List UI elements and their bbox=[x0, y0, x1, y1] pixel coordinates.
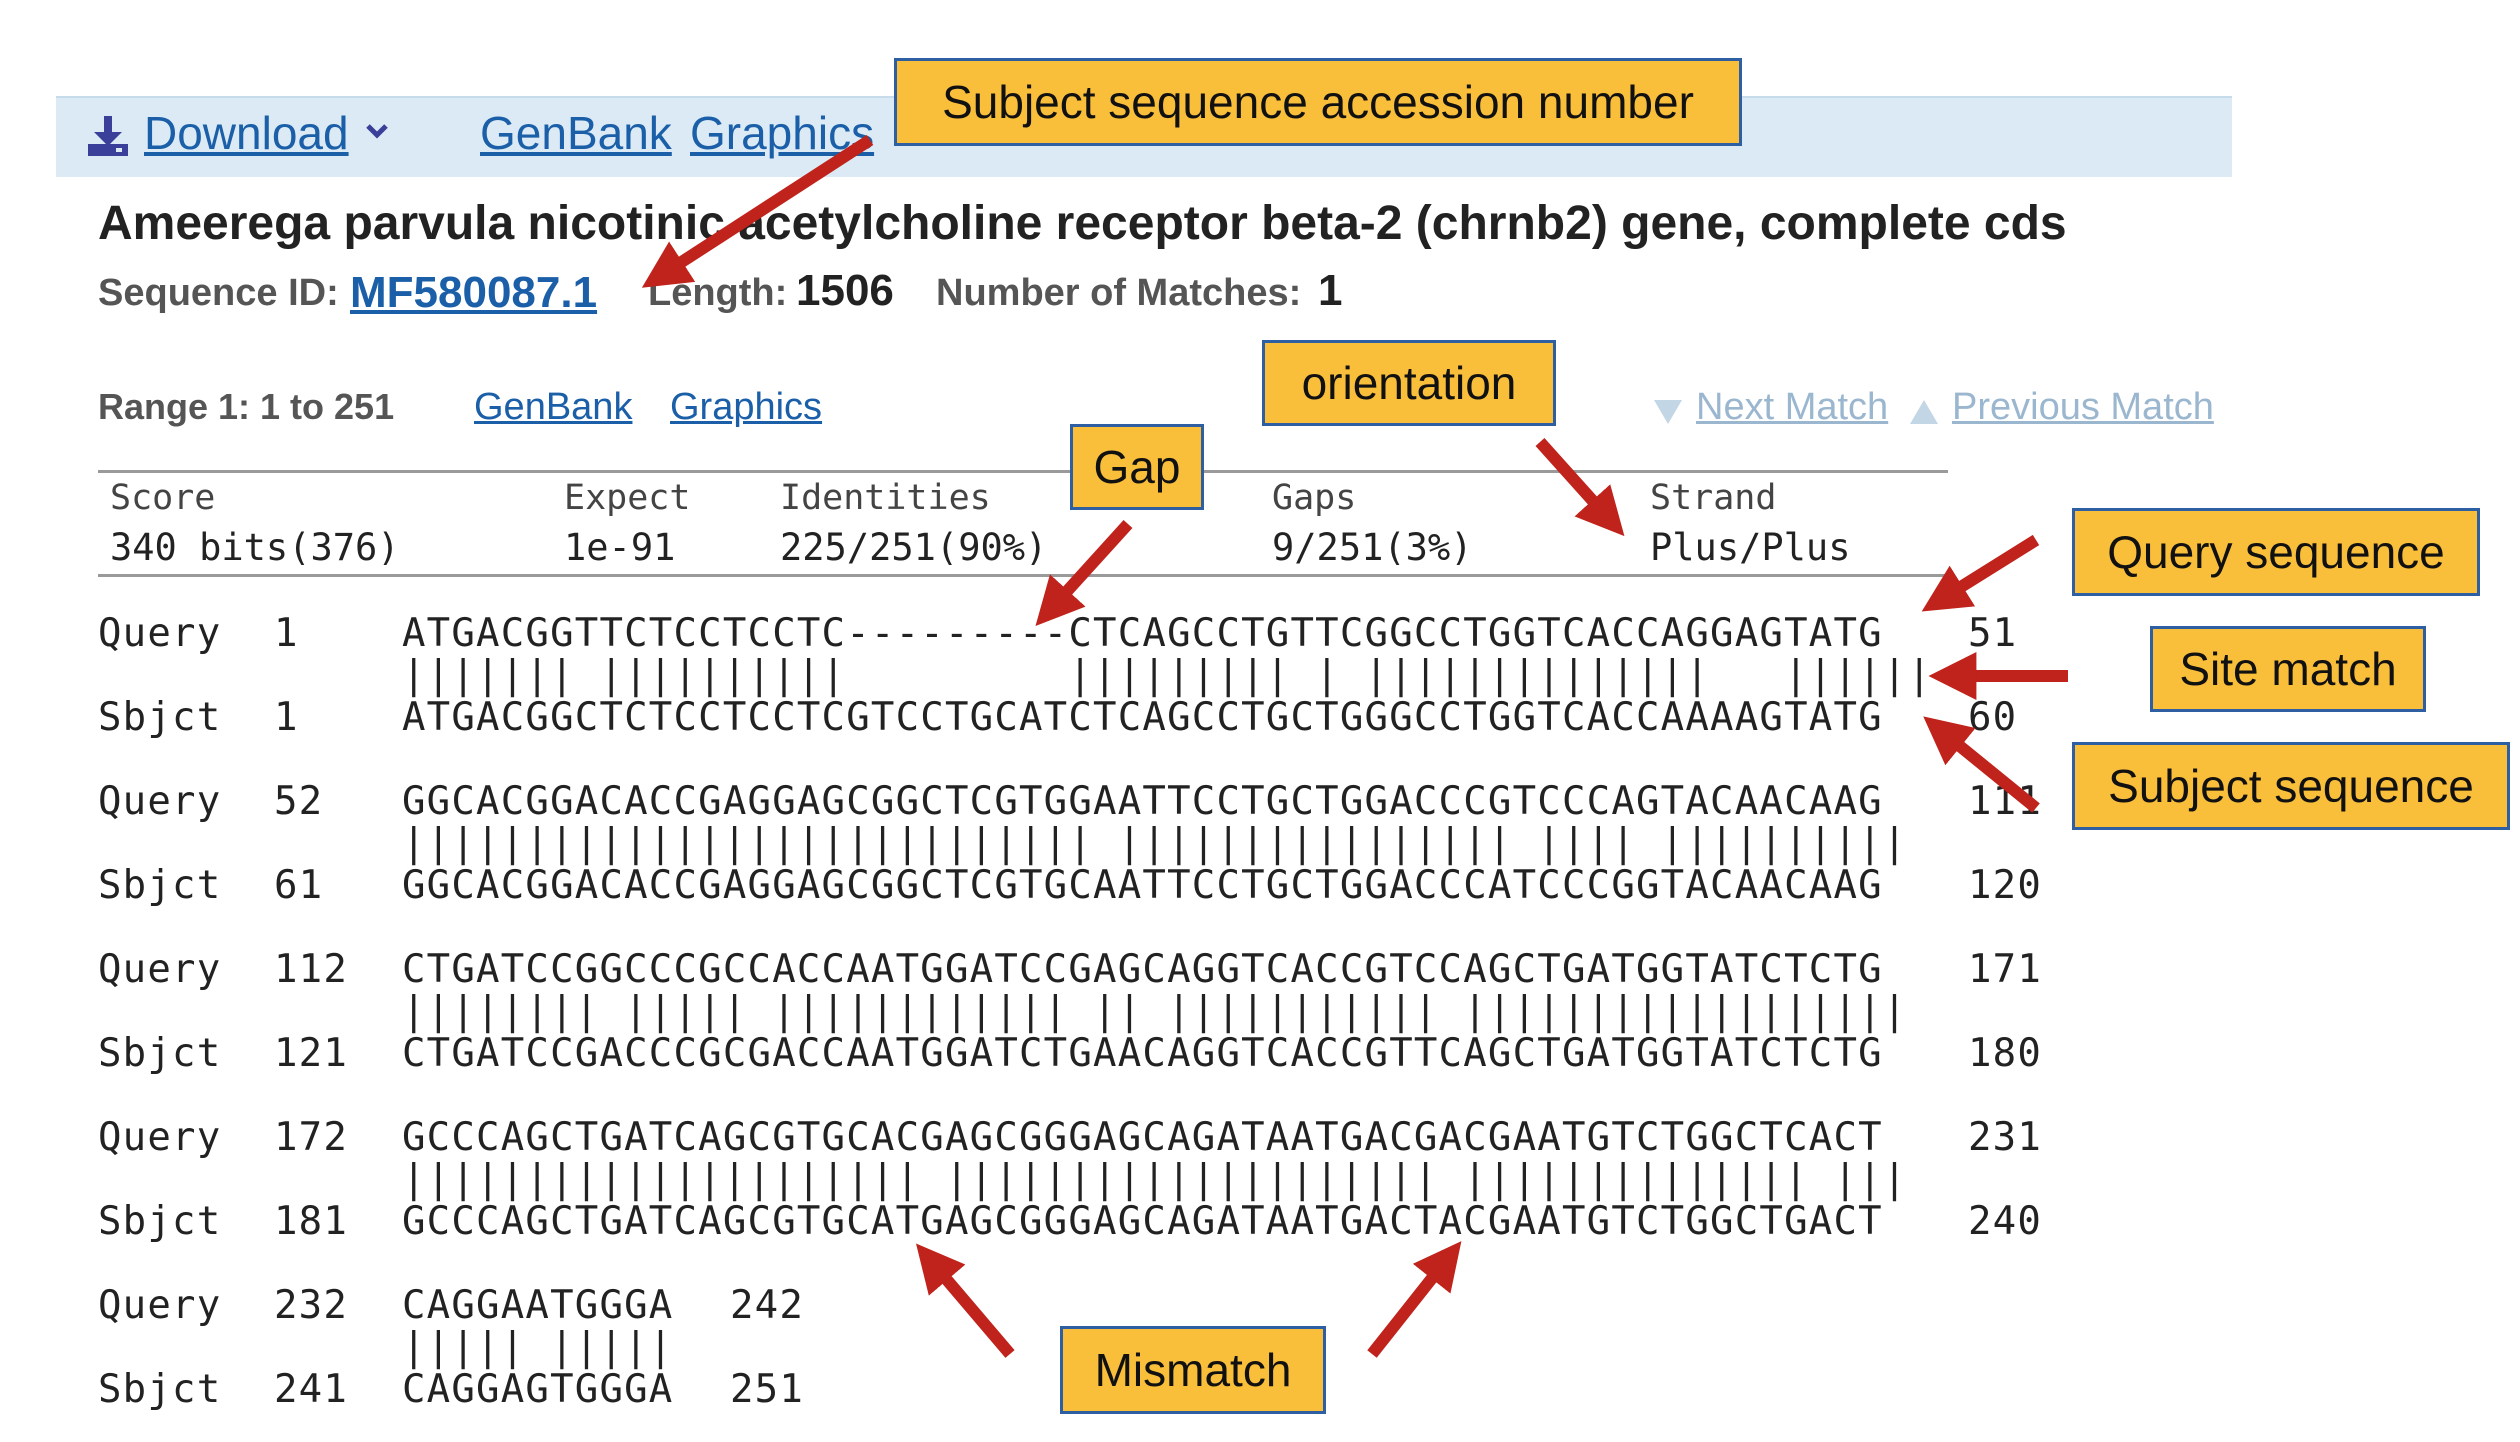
stat-gaps: 9/251(3%) bbox=[1272, 526, 1473, 569]
query-sequence: CTGATCCGGCCCGCCACCAATGGATCCGAGCAGGTCACCG… bbox=[402, 947, 1883, 992]
range-genbank-link[interactable]: GenBank bbox=[474, 386, 633, 428]
subject-sequence: ATGACGGCTCTCCTCCTCGTCCTGCATCTCAGCCTGCTGG… bbox=[402, 695, 1883, 740]
accession-arrow bbox=[641, 134, 874, 288]
stat-header-strand: Strand bbox=[1650, 478, 1777, 518]
match-line: ||||| ||||| bbox=[402, 1325, 674, 1370]
subject-start: 121 bbox=[274, 1031, 349, 1076]
callout-subject-sequence: Subject sequence bbox=[2072, 742, 2510, 830]
mismatch-right-arrow bbox=[1367, 1241, 1462, 1358]
next-match-link[interactable]: Next Match bbox=[1696, 386, 1889, 428]
subject-end: 60 bbox=[1968, 695, 2018, 740]
query-start: 112 bbox=[274, 947, 349, 992]
query-start: 232 bbox=[274, 1283, 349, 1328]
callout-site-match: Site match bbox=[2150, 626, 2426, 712]
matches-value: 1 bbox=[1318, 266, 1343, 315]
gap-arrow bbox=[1035, 519, 1133, 626]
subject-end: 240 bbox=[1968, 1199, 2043, 1244]
query-label: Query bbox=[98, 611, 222, 656]
query-start: 172 bbox=[274, 1115, 349, 1160]
subject-sequence: CAGGAGTGGGA bbox=[402, 1367, 674, 1412]
stat-identities: 225/251(90%) bbox=[780, 526, 1048, 569]
query-label: Query bbox=[98, 779, 222, 824]
query-sequence: GGCACGGACACCGAGGAGCGGCTCGTGGAATTCCTGCTGG… bbox=[402, 779, 1883, 824]
subject-label: Sbjct bbox=[98, 1031, 222, 1076]
sequence-id-label: Sequence ID: bbox=[98, 272, 339, 314]
stats-bottom-divider bbox=[98, 574, 1948, 577]
subject-start: 181 bbox=[274, 1199, 349, 1244]
query-start: 52 bbox=[274, 779, 324, 824]
query-end: 231 bbox=[1968, 1115, 2043, 1160]
record-title: Ameerega parvula nicotinic acetylcholine… bbox=[98, 197, 2067, 250]
query-sequence-arrow bbox=[1921, 534, 2040, 612]
download-icon[interactable] bbox=[86, 114, 130, 158]
subject-sequence: GCCCAGCTGATCAGCGTGCATGAGCGGGAGCAGATAATGA… bbox=[402, 1199, 1883, 1244]
subject-start: 61 bbox=[274, 863, 324, 908]
match-line: ||||||||||||||||||||| ||||||||||||||||||… bbox=[402, 1157, 1908, 1202]
callout-orientation: orientation bbox=[1262, 340, 1556, 426]
matches-label: Number of Matches: bbox=[936, 272, 1302, 314]
stat-score: 340 bits(376) bbox=[110, 526, 400, 569]
next-match-icon bbox=[1654, 400, 1682, 424]
length-value: 1506 bbox=[796, 266, 894, 315]
toolbar-genbank-link[interactable]: GenBank bbox=[480, 107, 672, 159]
query-label: Query bbox=[98, 947, 222, 992]
stat-header-gaps: Gaps bbox=[1272, 478, 1357, 518]
subject-start: 241 bbox=[274, 1367, 349, 1412]
callout-accession-number: Subject sequence accession number bbox=[894, 58, 1742, 146]
query-start: 1 bbox=[274, 611, 299, 656]
query-sequence: GCCCAGCTGATCAGCGTGCACGAGCGGGAGCAGATAATGA… bbox=[402, 1115, 1883, 1160]
query-end: 171 bbox=[1968, 947, 2043, 992]
query-end: 242 bbox=[730, 1283, 805, 1328]
match-line: |||||||||||||||||||||||||||| |||||||||||… bbox=[402, 821, 1908, 866]
subject-label: Sbjct bbox=[98, 863, 222, 908]
range-label: Range 1: 1 to 251 bbox=[98, 386, 395, 427]
stats-top-divider bbox=[98, 470, 1948, 473]
query-label: Query bbox=[98, 1115, 222, 1160]
callout-query-sequence: Query sequence bbox=[2072, 508, 2480, 596]
mismatch-left-arrow bbox=[916, 1243, 1015, 1358]
callout-gap: Gap bbox=[1070, 424, 1204, 510]
query-sequence: CAGGAATGGGA bbox=[402, 1283, 674, 1328]
previous-match-link[interactable]: Previous Match bbox=[1952, 386, 2214, 428]
sequence-id-link[interactable]: MF580087.1 bbox=[350, 268, 598, 317]
subject-label: Sbjct bbox=[98, 695, 222, 740]
subject-start: 1 bbox=[274, 695, 299, 740]
subject-sequence: GGCACGGACACCGAGGAGCGGCTCGTGCAATTCCTGCTGG… bbox=[402, 863, 1883, 908]
match-line: ||||||| |||||||||| ||||||||| | |||||||||… bbox=[402, 653, 1933, 698]
subject-label: Sbjct bbox=[98, 1199, 222, 1244]
download-link[interactable]: Download bbox=[144, 107, 349, 159]
subject-sequence-arrow bbox=[1923, 716, 2040, 813]
subject-sequence: CTGATCCGACCCGCGACCAATGGATCTGAACAGGTCACCG… bbox=[402, 1031, 1883, 1076]
subject-end: 180 bbox=[1968, 1031, 2043, 1076]
range-graphics-link[interactable]: Graphics bbox=[670, 386, 823, 428]
orientation-arrow bbox=[1535, 437, 1625, 537]
callout-mismatch: Mismatch bbox=[1060, 1326, 1326, 1414]
subject-end: 251 bbox=[730, 1367, 805, 1412]
match-line: |||||||| ||||| |||||||||||| || |||||||||… bbox=[402, 989, 1908, 1034]
stat-header-score: Score bbox=[110, 478, 216, 518]
query-end: 51 bbox=[1968, 611, 2018, 656]
query-sequence: ATGACGGTTCTCCTCCTC---------CTCAGCCTGTTCG… bbox=[402, 611, 1883, 656]
stat-header-identities: Identities bbox=[780, 478, 991, 518]
stat-expect: 1e-91 bbox=[564, 526, 676, 569]
stat-header-expect: Expect bbox=[564, 478, 691, 518]
chevron-down-icon[interactable] bbox=[362, 116, 392, 146]
previous-match-icon bbox=[1910, 400, 1938, 424]
subject-label: Sbjct bbox=[98, 1367, 222, 1412]
subject-end: 120 bbox=[1968, 863, 2043, 908]
query-label: Query bbox=[98, 1283, 222, 1328]
stat-strand: Plus/Plus bbox=[1650, 526, 1851, 569]
